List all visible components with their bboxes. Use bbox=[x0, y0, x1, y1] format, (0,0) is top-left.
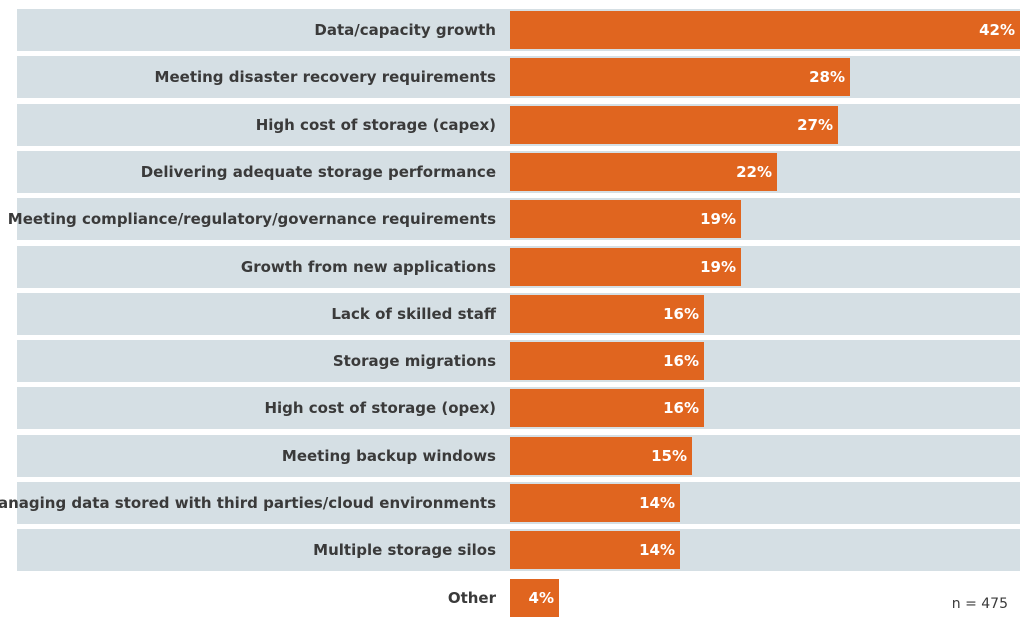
bar-value-label: 16% bbox=[663, 399, 699, 417]
bar bbox=[510, 58, 850, 96]
category-label: Managing data stored with third parties/… bbox=[0, 494, 496, 512]
bar bbox=[510, 437, 692, 475]
bar-value-label: 4% bbox=[528, 589, 554, 607]
bar bbox=[510, 106, 838, 144]
bar-value-label: 19% bbox=[700, 210, 736, 228]
bar-value-label: 14% bbox=[639, 541, 675, 559]
bar bbox=[510, 342, 704, 380]
category-label: Delivering adequate storage performance bbox=[140, 163, 496, 181]
category-label: Data/capacity growth bbox=[314, 21, 496, 39]
bar-value-label: 16% bbox=[663, 352, 699, 370]
category-label: High cost of storage (opex) bbox=[264, 399, 496, 417]
category-label: Meeting disaster recovery requirements bbox=[154, 68, 496, 86]
bar-value-label: 14% bbox=[639, 494, 675, 512]
sample-size-note: n = 475 bbox=[951, 596, 1008, 612]
category-label: High cost of storage (capex) bbox=[255, 116, 496, 134]
bar bbox=[510, 389, 704, 427]
bar bbox=[510, 484, 680, 522]
category-label: Storage migrations bbox=[332, 352, 496, 370]
bar-value-label: 15% bbox=[651, 447, 687, 465]
category-label: Growth from new applications bbox=[240, 258, 496, 276]
bar bbox=[510, 531, 680, 569]
bar bbox=[510, 579, 559, 617]
bar-value-label: 27% bbox=[797, 116, 833, 134]
bar-value-label: 19% bbox=[700, 258, 736, 276]
bar bbox=[510, 248, 741, 286]
category-label: Meeting backup windows bbox=[281, 447, 496, 465]
bar bbox=[510, 11, 1020, 49]
category-label: Other bbox=[447, 589, 496, 607]
bar-value-label: 28% bbox=[809, 68, 845, 86]
bar-value-label: 42% bbox=[979, 21, 1015, 39]
bar bbox=[510, 153, 777, 191]
bar bbox=[510, 200, 741, 238]
category-label: Meeting compliance/regulatory/governance… bbox=[7, 210, 496, 228]
category-label: Multiple storage silos bbox=[313, 541, 496, 559]
bar-value-label: 16% bbox=[663, 305, 699, 323]
bar bbox=[510, 295, 704, 333]
category-label: Lack of skilled staff bbox=[331, 305, 496, 323]
bar-value-label: 22% bbox=[736, 163, 772, 181]
